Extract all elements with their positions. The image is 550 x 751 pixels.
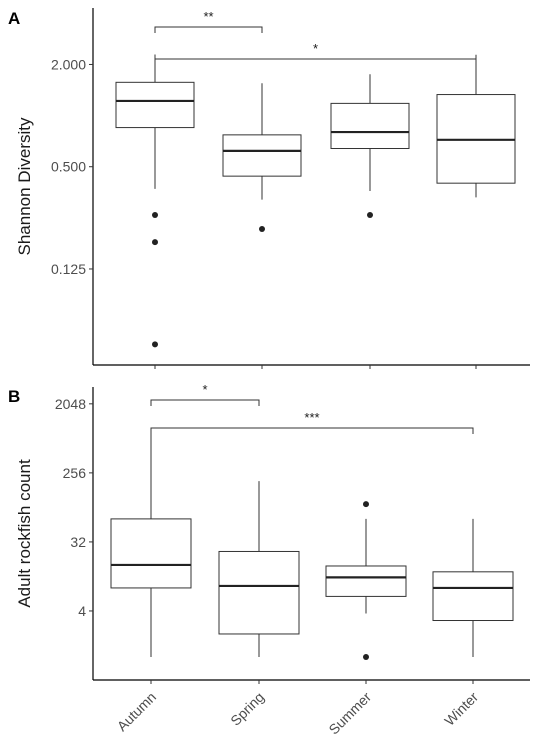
panel-b-x-tick-label: Winter [441,689,481,729]
outlier-point [152,239,158,246]
panel-a-y-tick-label: 2.000 [51,56,86,72]
panel-b-box-autumn [110,427,192,657]
box-iqr [222,134,302,177]
outlier-point [152,341,158,348]
panel-a-significance-label: ** [203,9,213,24]
panel-a-box-spring [222,83,302,232]
panel-a-tag: A [8,9,20,28]
outlier-point [363,653,369,660]
panel-b-tag: B [8,387,20,406]
panel-b-y-tick-label: 32 [70,534,86,550]
panel-b-y-tick-label: 2048 [55,396,86,412]
box-iqr [115,81,195,129]
panel-b-y-tick-label: 256 [63,465,87,481]
panel-b-y-axis-title: Adult rockfish count [15,459,34,608]
panel-a-y-tick-label: 0.500 [51,159,86,175]
outlier-point [152,211,158,218]
panel-a-y-axis-title: Shannon Diversity [15,117,34,255]
panel-b-significance-label: * [202,382,207,397]
panel-b-significance-bracket [150,427,474,434]
panel-a-box-winter [436,54,516,198]
panel-b-box-winter [432,518,514,657]
panel-a-significance-bracket [154,58,477,65]
panel-b-x-tick-label: Summer [325,689,374,738]
panel-a-box-autumn [115,54,195,348]
outlier-point [259,225,265,232]
box-iqr [110,518,192,589]
panel-b-y-tick-label: 4 [78,603,86,619]
panel-a-y-tick-label: 0.125 [51,261,86,277]
panel-b-significance-label: *** [304,410,319,425]
panel-a-box-summer [330,74,410,218]
panel-b-box-spring [218,481,300,657]
panel-a-significance-label: * [313,41,318,56]
box-iqr [432,571,514,622]
panel-a-significance-bracket [154,26,263,33]
outlier-point [363,501,369,508]
outlier-point [367,211,373,218]
panel-b-x-tick-label: Autumn [114,689,159,734]
panel-b-box-summer [325,501,407,660]
box-iqr [325,565,407,597]
box-iqr [218,550,300,635]
panel-b-x-tick-label: Spring [227,689,267,729]
panel-b-significance-bracket [150,399,260,406]
box-iqr [330,102,410,150]
